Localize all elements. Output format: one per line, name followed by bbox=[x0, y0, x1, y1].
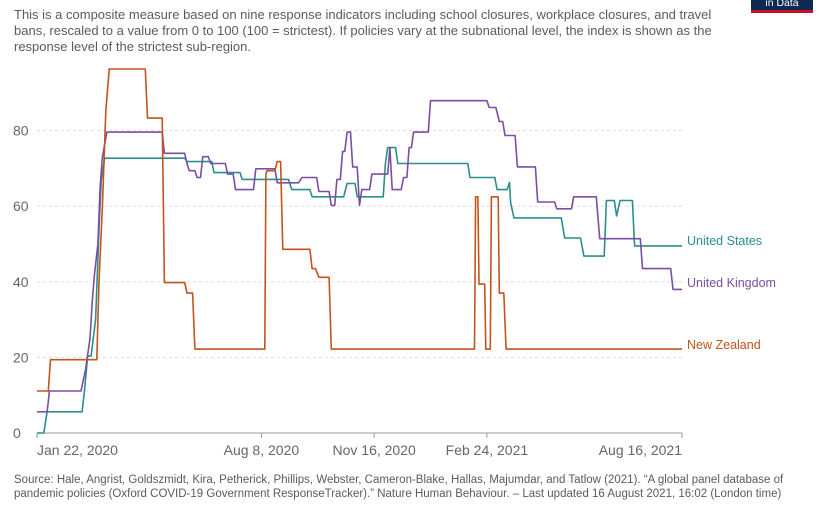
y-tick-label: 20 bbox=[13, 349, 29, 365]
y-tick-label: 60 bbox=[13, 198, 29, 214]
x-tick-label: Aug 16, 2021 bbox=[599, 442, 683, 458]
x-tick-label: Jan 22, 2020 bbox=[37, 442, 118, 458]
series-labels: United States United Kingdom New Zealand bbox=[687, 234, 776, 352]
owid-logo[interactable]: in Data bbox=[751, 0, 813, 13]
y-tick-label: 40 bbox=[13, 274, 29, 290]
line-chart: 0 20 40 60 80 Jan 22, 2020 Aug 8, 2020 Nov 16,… bbox=[13, 68, 776, 458]
series-line-new-zealand bbox=[37, 68, 682, 392]
y-tick-label: 0 bbox=[13, 425, 21, 441]
y-tick-label: 80 bbox=[13, 123, 29, 139]
series-label-new-zealand: New Zealand bbox=[687, 338, 761, 352]
x-axis: Jan 22, 2020 Aug 8, 2020 Nov 16, 2020 Feb 2… bbox=[36, 432, 683, 458]
chart-grid bbox=[37, 130, 682, 434]
source-note: Source: Hale, Angrist, Goldszmidt, Kira,… bbox=[14, 474, 784, 500]
chart-lines bbox=[37, 68, 682, 434]
chart-subtitle: This is a composite measure based on nin… bbox=[14, 7, 712, 54]
x-tick-label: Nov 16, 2020 bbox=[333, 442, 416, 458]
y-axis-tick-labels: 0 20 40 60 80 bbox=[13, 123, 29, 441]
x-tick-label: Feb 24, 2021 bbox=[446, 442, 529, 458]
series-label-united-kingdom: United Kingdom bbox=[687, 276, 776, 290]
series-label-united-states: United States bbox=[687, 234, 762, 248]
series-line-united-states bbox=[37, 146, 682, 434]
x-tick-label: Aug 8, 2020 bbox=[224, 442, 300, 458]
